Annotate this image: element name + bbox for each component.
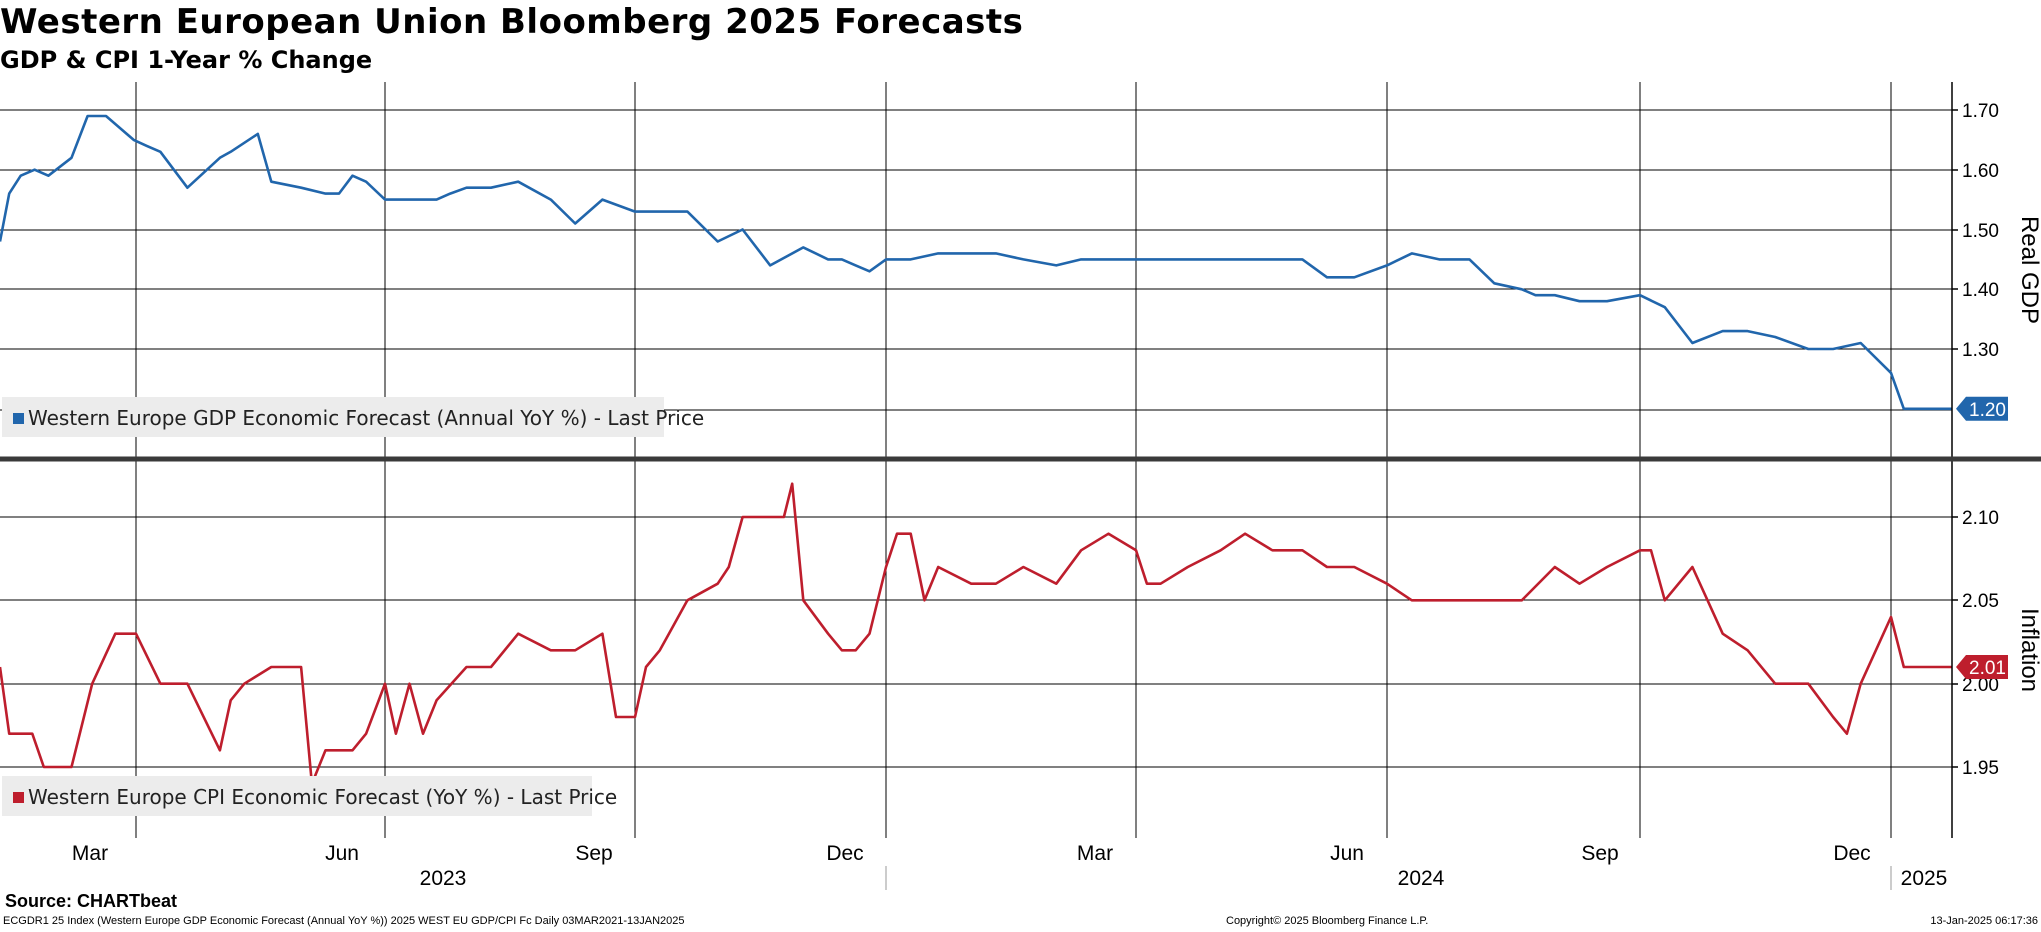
- x-month-label: Mar: [72, 842, 108, 865]
- footer-ticker-info: ECGDR1 25 Index (Western Europe GDP Econ…: [3, 915, 685, 927]
- y-tick-label: 1.40: [1962, 280, 1999, 301]
- x-month-label: Dec: [826, 842, 863, 865]
- legend-swatch: [13, 413, 24, 424]
- x-month-label: Dec: [1833, 842, 1870, 865]
- plot-frame: [0, 82, 2041, 838]
- y-tick-label: 2.10: [1962, 508, 1999, 529]
- y-tick-label: 1.70: [1962, 101, 1999, 122]
- y-tick-label: 1.50: [1962, 221, 1999, 242]
- chart-title: Western European Union Bloomberg 2025 Fo…: [0, 2, 1024, 42]
- y-axis-title: Inflation: [2016, 608, 2041, 692]
- y-tick-label: 2.05: [1962, 591, 1999, 612]
- chart-area: 1.70 1.60 1.50 1.40 1.30 1.20 Real GDP 2.10 2.05…: [0, 82, 2041, 890]
- footer-timestamp: 13-Jan-2025 06:17:36: [1930, 915, 2038, 927]
- y-tick-label: 1.95: [1962, 758, 1999, 779]
- legends: Western Europe GDP Economic Forecast (An…: [2, 397, 704, 816]
- y-tick-label: 1.30: [1962, 340, 1999, 361]
- chart-subtitle: GDP & CPI 1-Year % Change: [0, 46, 373, 74]
- legend-label: Western Europe CPI Economic Forecast (Yo…: [28, 785, 617, 809]
- y-axis-title: Real GDP: [2016, 216, 2041, 324]
- footer-copyright: Copyright© 2025 Bloomberg Finance L.P.: [1226, 915, 1429, 927]
- y-tick-label: 2.00: [1962, 675, 1999, 696]
- axes: 1.70 1.60 1.50 1.40 1.30 1.20 Real GDP 2.10 2.05…: [72, 101, 2041, 890]
- last-price-label: 2.01: [1969, 658, 2006, 679]
- cpi-series-line: [0, 482, 1952, 786]
- legend-box: [2, 397, 664, 437]
- x-year-label: 2023: [420, 867, 467, 890]
- x-month-label: Sep: [1581, 842, 1618, 865]
- x-month-label: Sep: [575, 842, 612, 865]
- source-label: Source: CHARTbeat: [5, 891, 178, 911]
- last-price-tag: [1956, 655, 2008, 679]
- legend-swatch: [13, 792, 24, 803]
- y-tick-label: 1.60: [1962, 161, 1999, 182]
- x-year-label: 2025: [1901, 867, 1948, 890]
- gdp-series-line: [0, 114, 1952, 411]
- x-year-label: 2024: [1398, 867, 1445, 890]
- x-month-label: Jun: [1330, 842, 1364, 865]
- legend-label: Western Europe GDP Economic Forecast (An…: [28, 406, 704, 430]
- x-month-label: Jun: [325, 842, 359, 865]
- legend-box: [2, 776, 592, 816]
- last-price-tag: [1956, 396, 2008, 421]
- last-price-label: 1.20: [1969, 400, 2006, 421]
- x-month-label: Mar: [1077, 842, 1113, 865]
